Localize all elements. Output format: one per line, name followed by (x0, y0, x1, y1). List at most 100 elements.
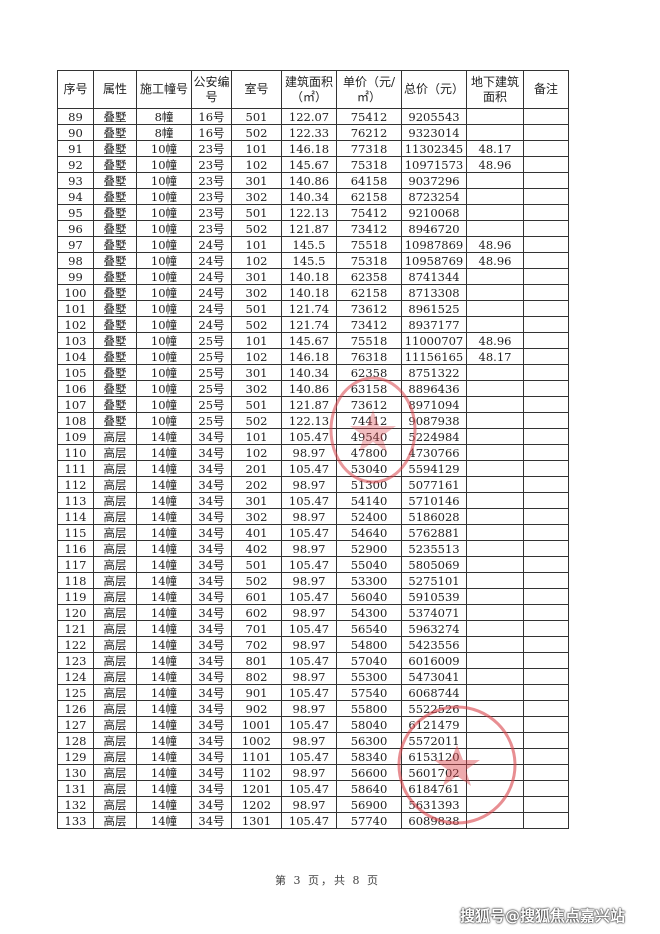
table-cell: 14幢 (136, 700, 192, 717)
table-cell: 34号 (191, 716, 232, 733)
table-cell: 34号 (191, 700, 232, 717)
table-cell: 5594129 (401, 460, 467, 477)
table-cell: 98 (57, 252, 94, 269)
table-cell: 502 (231, 316, 282, 333)
table-cell: 10幢 (136, 380, 192, 397)
table-row: 98 叠墅 10幢 24号 102 145.5 75318 10958769 48.96 (57, 252, 569, 269)
table-cell: 49540 (336, 428, 402, 445)
table-cell (523, 684, 569, 701)
table-cell: 201 (231, 460, 282, 477)
table-cell (523, 268, 569, 285)
table-row: 102 叠墅 10幢 24号 502 121.74 73412 8937177 (57, 316, 569, 333)
table-cell: 高层 (93, 524, 137, 541)
table-cell: 24号 (191, 236, 232, 253)
table-cell: 34号 (191, 636, 232, 653)
table-cell: 23号 (191, 172, 232, 189)
table-cell: 16号 (191, 124, 232, 141)
table-cell: 128 (57, 732, 94, 749)
table-cell: 10幢 (136, 364, 192, 381)
table-cell: 77318 (336, 140, 402, 157)
table-cell: 叠墅 (93, 156, 137, 173)
table-cell: 122 (57, 636, 94, 653)
table-row: 132 高层 14幢 34号 1202 98.97 56900 5631393 (57, 796, 569, 813)
table-cell: 58340 (336, 748, 402, 765)
table-cell: 111 (57, 460, 94, 477)
table-cell: 14幢 (136, 732, 192, 749)
table-row: 124 高层 14幢 34号 802 98.97 55300 5473041 (57, 668, 569, 685)
table-cell: 101 (231, 332, 282, 349)
table-cell (523, 636, 569, 653)
table-cell: 98.97 (281, 508, 337, 525)
table-cell: 110 (57, 444, 94, 461)
table-cell: 301 (231, 364, 282, 381)
table-cell: 109 (57, 428, 94, 445)
table-cell: 58640 (336, 780, 402, 797)
table-cell: 102 (231, 348, 282, 365)
table-cell: 146.18 (281, 348, 337, 365)
table-cell: 25号 (191, 332, 232, 349)
table-cell: 10971573 (401, 156, 467, 173)
table-cell: 122.13 (281, 204, 337, 221)
table-cell: 14幢 (136, 492, 192, 509)
table-cell: 98.97 (281, 604, 337, 621)
table-cell (523, 156, 569, 173)
table-cell: 98.97 (281, 764, 337, 781)
table-row: 92 叠墅 10幢 23号 102 145.67 75318 10971573 48.96 (57, 156, 569, 173)
table-cell: 501 (231, 300, 282, 317)
table-cell: 4730766 (401, 444, 467, 461)
table-cell: 75318 (336, 156, 402, 173)
table-cell: 高层 (93, 668, 137, 685)
table-cell: 11156165 (401, 348, 467, 365)
table-cell: 125 (57, 684, 94, 701)
table-cell: 56040 (336, 588, 402, 605)
column-header: 属性 (93, 70, 137, 109)
table-cell: 122.33 (281, 124, 337, 141)
table-cell (466, 204, 524, 221)
table-cell: 55040 (336, 556, 402, 573)
table-cell: 104 (57, 348, 94, 365)
table-cell (466, 220, 524, 237)
table-cell (466, 492, 524, 509)
table-row: 122 高层 14幢 34号 702 98.97 54800 5423556 (57, 636, 569, 653)
table-cell: 34号 (191, 764, 232, 781)
table-cell: 8751322 (401, 364, 467, 381)
table-row: 108 叠墅 10幢 25号 502 122.13 74412 9087938 (57, 412, 569, 429)
table-cell: 高层 (93, 636, 137, 653)
table-cell: 57040 (336, 652, 402, 669)
table-cell: 75518 (336, 236, 402, 253)
table-cell: 叠墅 (93, 412, 137, 429)
table-cell: 高层 (93, 700, 137, 717)
table-cell: 98.97 (281, 636, 337, 653)
table-cell: 8723254 (401, 188, 467, 205)
table-cell: 101 (57, 300, 94, 317)
table-cell: 105.47 (281, 556, 337, 573)
table-cell: 54800 (336, 636, 402, 653)
table-cell: 105.47 (281, 812, 337, 829)
table-cell: 106 (57, 380, 94, 397)
table-cell (523, 188, 569, 205)
table-cell: 5601702 (401, 764, 467, 781)
table-cell: 105.47 (281, 716, 337, 733)
table-header-row: 序号 属性 施工幢号 公安编号 室号 建筑面积（㎡） 单价（元/㎡） 总价（元） 地下建筑面积备… (57, 70, 569, 109)
table-row: 100 叠墅 10幢 24号 302 140.18 62158 8713308 (57, 284, 569, 301)
table-cell (466, 380, 524, 397)
table-cell (466, 524, 524, 541)
table-cell: 118 (57, 572, 94, 589)
column-header: 总价（元） (401, 70, 467, 109)
price-list-table: 序号 属性 施工幢号 公安编号 室号 建筑面积（㎡） 单价（元/㎡） 总价（元） 地下建筑面积备… (57, 70, 569, 829)
table-cell: 107 (57, 396, 94, 413)
table-cell: 34号 (191, 620, 232, 637)
table-cell: 73612 (336, 396, 402, 413)
table-cell: 34号 (191, 780, 232, 797)
table-cell: 5224984 (401, 428, 467, 445)
table-cell: 123 (57, 652, 94, 669)
table-cell: 57740 (336, 812, 402, 829)
table-row: 130 高层 14幢 34号 1102 98.97 56600 5601702 (57, 764, 569, 781)
table-cell: 1101 (231, 748, 282, 765)
table-cell: 502 (231, 412, 282, 429)
table-cell: 98.97 (281, 668, 337, 685)
column-header: 地下建筑面积 (466, 70, 524, 109)
table-cell: 122.07 (281, 108, 337, 125)
table-cell: 48.17 (466, 140, 524, 157)
table-cell: 23号 (191, 156, 232, 173)
